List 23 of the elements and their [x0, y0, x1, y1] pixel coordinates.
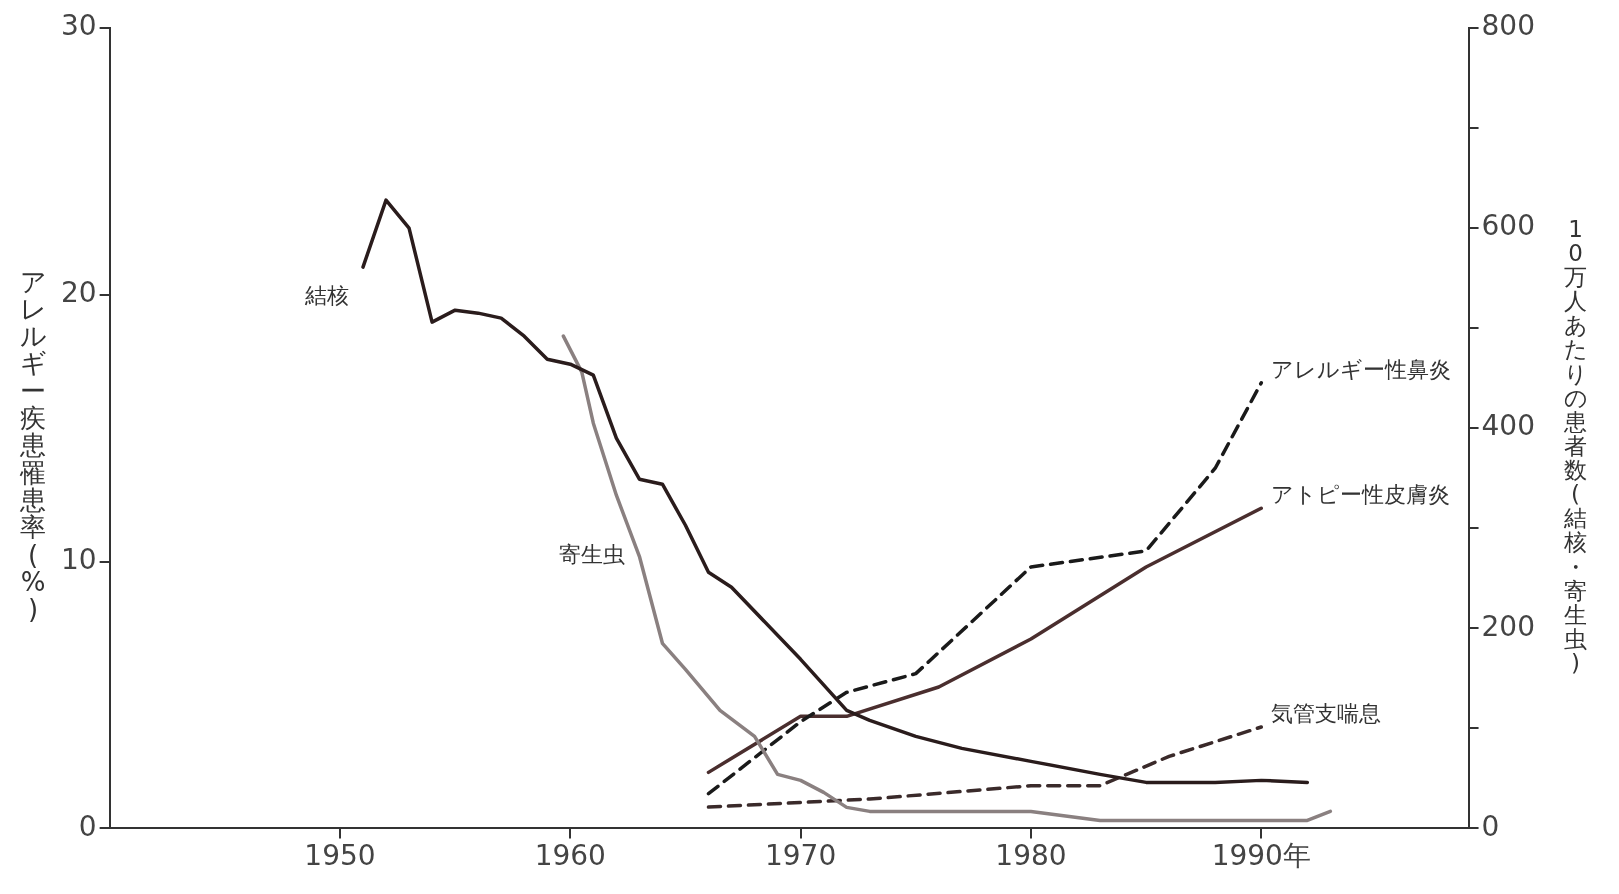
y-tick-label: 0: [78, 809, 97, 843]
y2-tick-label: 800: [1481, 9, 1536, 43]
series-label: アレルギー性鼻炎: [1271, 356, 1452, 382]
y-tick-label: 30: [60, 9, 97, 43]
x-tick-label: 1950: [304, 839, 376, 873]
x-tick-label: 1970: [764, 839, 837, 873]
line-series: [706, 381, 1264, 796]
y2-tick-label: 600: [1481, 209, 1536, 243]
series-label: 気管支喘息: [1271, 700, 1382, 726]
y2-tick-label: 200: [1481, 609, 1536, 643]
y2-tick-label: 0: [1481, 809, 1500, 843]
series-label: 寄生虫: [559, 541, 626, 567]
x-tick-label: 1990年: [1211, 839, 1311, 873]
series-label: 結核: [303, 282, 349, 308]
text: 10万人あたりの患者数(結核・寄生虫): [1563, 215, 1588, 677]
x-tick-label: 1980: [995, 839, 1067, 873]
line-series: [706, 725, 1264, 809]
x-tick-label: 1960: [534, 839, 606, 873]
y2-tick-label: 400: [1481, 409, 1536, 443]
y-tick-label: 20: [60, 276, 97, 310]
y-tick-label: 10: [60, 542, 97, 576]
text: アレルギー疾患罹患率(%): [19, 266, 47, 625]
series-label: アトピー性皮膚炎: [1271, 481, 1451, 507]
